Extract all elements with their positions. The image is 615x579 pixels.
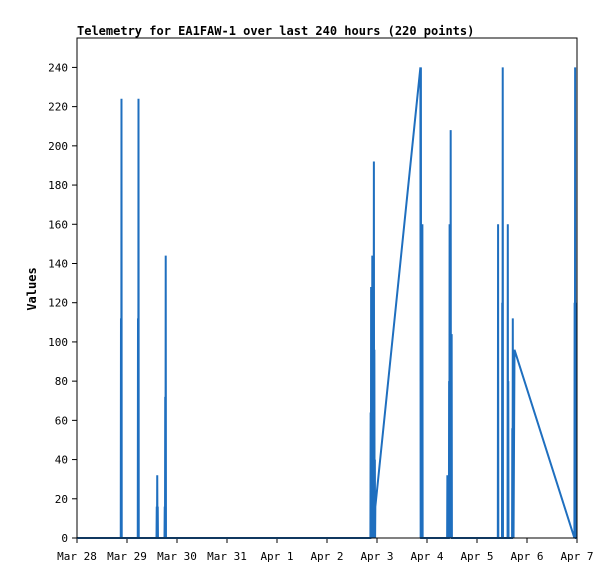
y-tick-label: 80 xyxy=(55,375,68,388)
x-tick-label: Apr 3 xyxy=(360,550,393,563)
y-tick-label: 140 xyxy=(48,257,68,270)
x-tick-label: Apr 7 xyxy=(560,550,593,563)
y-tick-label: 200 xyxy=(48,140,68,153)
y-tick-label: 160 xyxy=(48,218,68,231)
y-tick-label: 180 xyxy=(48,179,68,192)
y-tick-label: 20 xyxy=(55,493,68,506)
y-tick-label: 40 xyxy=(55,454,68,467)
y-tick-label: 120 xyxy=(48,297,68,310)
x-tick-label: Mar 30 xyxy=(157,550,197,563)
y-axis-label: Values xyxy=(25,267,39,310)
plot-frame xyxy=(76,37,578,539)
y-tick-label: 0 xyxy=(61,532,68,545)
y-tick-label: 60 xyxy=(55,414,68,427)
x-tick-label: Mar 31 xyxy=(207,550,247,563)
x-tick-label: Apr 4 xyxy=(410,550,443,563)
x-tick-label: Mar 29 xyxy=(107,550,147,563)
x-tick-label: Apr 6 xyxy=(510,550,543,563)
y-tick-label: 100 xyxy=(48,336,68,349)
chart-title: Telemetry for EA1FAW-1 over last 240 hou… xyxy=(77,24,474,38)
y-tick-label: 240 xyxy=(48,61,68,74)
y-axis-ticks: 0 20 40 60 80 100 120 140 160 180 200 220 240 xyxy=(48,61,77,545)
x-tick-label: Apr 1 xyxy=(260,550,293,563)
x-tick-label: Apr 2 xyxy=(310,550,343,563)
x-axis-ticks: Mar 28 Mar 29 Mar 30 Mar 31 Apr 1 Apr 2 Apr 3 A… xyxy=(57,538,594,563)
x-tick-label: Mar 28 xyxy=(57,550,97,563)
x-tick-label: Apr 5 xyxy=(460,550,493,563)
y-tick-label: 220 xyxy=(48,101,68,114)
